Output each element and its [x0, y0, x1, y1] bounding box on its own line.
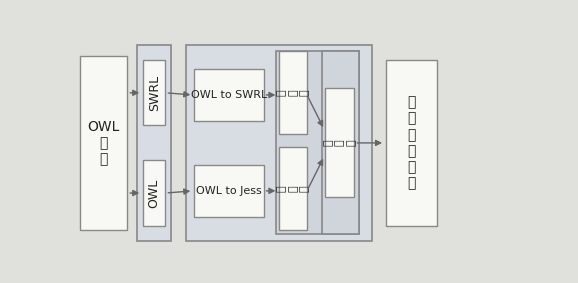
Text: OWL to SWRL: OWL to SWRL	[191, 90, 267, 100]
Text: 几
何
产
品
参
数: 几 何 产 品 参 数	[407, 95, 416, 190]
Text: OWL: OWL	[148, 178, 161, 208]
Bar	[143, 160, 165, 226]
Bar	[322, 52, 359, 234]
Text: 推
理
机: 推 理 机	[323, 140, 357, 146]
Bar	[279, 52, 307, 134]
Text: OWL
断
言: OWL 断 言	[88, 120, 120, 166]
Bar	[187, 45, 372, 241]
Bar	[194, 165, 264, 217]
Bar	[279, 147, 307, 230]
Text: SWRL: SWRL	[148, 75, 161, 111]
Bar	[194, 69, 264, 121]
Bar	[276, 52, 359, 234]
Text: 规
则
库: 规 则 库	[276, 185, 310, 192]
Bar	[137, 45, 171, 241]
Bar	[143, 60, 165, 125]
Text: OWL to Jess: OWL to Jess	[196, 186, 262, 196]
Text: 事
实
库: 事 实 库	[276, 89, 310, 96]
Bar	[386, 60, 438, 226]
Bar	[325, 88, 354, 198]
Bar	[80, 56, 127, 230]
